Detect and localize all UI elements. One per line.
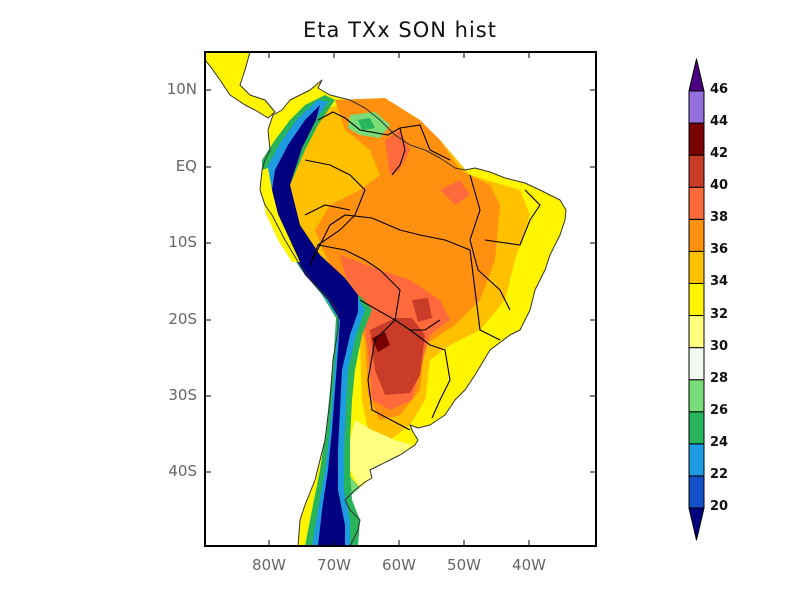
colorbar-label: 38 xyxy=(710,210,729,226)
colorbar-box-36-38 xyxy=(688,218,705,252)
lon-label-60w: 60W xyxy=(382,556,416,574)
central-america-land xyxy=(205,52,276,119)
country-border xyxy=(304,204,351,216)
zone-below-20-andes xyxy=(272,105,358,546)
colorbar-label: 28 xyxy=(710,370,729,386)
colorbar-label: 44 xyxy=(710,114,729,130)
lat-label-30s: 30S xyxy=(168,386,197,404)
colorbar-box-26-28 xyxy=(688,379,705,413)
colorbar xyxy=(688,58,705,541)
lat-label-10n: 10N xyxy=(166,80,197,98)
map-frame xyxy=(204,51,597,547)
lon-label-50w: 50W xyxy=(447,556,481,574)
colorbar-label: 20 xyxy=(710,499,729,514)
zone-36-38 xyxy=(315,98,500,420)
colorbar-label: 40 xyxy=(710,178,729,194)
colorbar-label: 22 xyxy=(710,466,729,482)
colorbar-box-28-30 xyxy=(688,347,705,381)
zone-24-26-tepui xyxy=(358,118,375,130)
colorbar-box-30-32 xyxy=(688,315,705,349)
colorbar-label: 24 xyxy=(710,434,729,450)
colorbar-box-44-46 xyxy=(688,90,705,124)
colorbar-box-38-40 xyxy=(688,186,705,220)
lon-label-40w: 40W xyxy=(512,556,546,574)
colorbar-underflow-triangle xyxy=(688,507,705,541)
lon-label-80w: 80W xyxy=(252,556,286,574)
lat-label-20s: 20S xyxy=(168,310,197,328)
country-border xyxy=(409,329,451,419)
colorbar-label: 34 xyxy=(710,274,729,290)
map-title: Eta TXx SON hist xyxy=(303,18,497,42)
zone-30-32-patagonia xyxy=(350,420,412,488)
colorbar-label: 26 xyxy=(710,402,729,418)
country-border xyxy=(399,124,451,161)
colorbar-label: 46 xyxy=(710,82,729,97)
lat-label-10s: 10S xyxy=(168,233,197,251)
colorbar-box-34-36 xyxy=(688,250,705,284)
country-border xyxy=(484,189,541,246)
country-border xyxy=(469,249,501,341)
lat-label-eq: EQ xyxy=(175,157,197,175)
country-border xyxy=(469,174,511,311)
colorbar-label: 30 xyxy=(710,338,729,354)
zone-40-42-b xyxy=(412,298,432,322)
colorbar-box-32-34 xyxy=(688,282,705,317)
country-border xyxy=(317,244,441,331)
colorbar-box-42-44 xyxy=(688,122,705,156)
colorbar-label: 42 xyxy=(710,146,729,162)
lon-label-70w: 70W xyxy=(317,556,351,574)
zone-38-40-para xyxy=(440,180,470,205)
colorbar-box-22-24 xyxy=(688,443,705,477)
colorbar-box-40-42 xyxy=(688,154,705,188)
colorbar-label: 36 xyxy=(710,242,729,258)
temperature-field xyxy=(205,52,567,546)
axis-ticks xyxy=(205,52,596,546)
colorbar-label: 32 xyxy=(710,306,729,322)
colorbar-overflow-triangle xyxy=(688,58,705,92)
zone-32-34-coast xyxy=(262,168,300,262)
colorbar-box-24-26 xyxy=(688,411,705,445)
lat-label-40s: 40S xyxy=(168,462,197,480)
country-border xyxy=(309,214,471,266)
coastline xyxy=(259,79,567,546)
country-border xyxy=(317,111,401,136)
zone-42-44 xyxy=(372,332,390,352)
country-border xyxy=(359,299,411,431)
country-border xyxy=(391,127,406,176)
colorbar-box-20-22 xyxy=(688,475,705,509)
